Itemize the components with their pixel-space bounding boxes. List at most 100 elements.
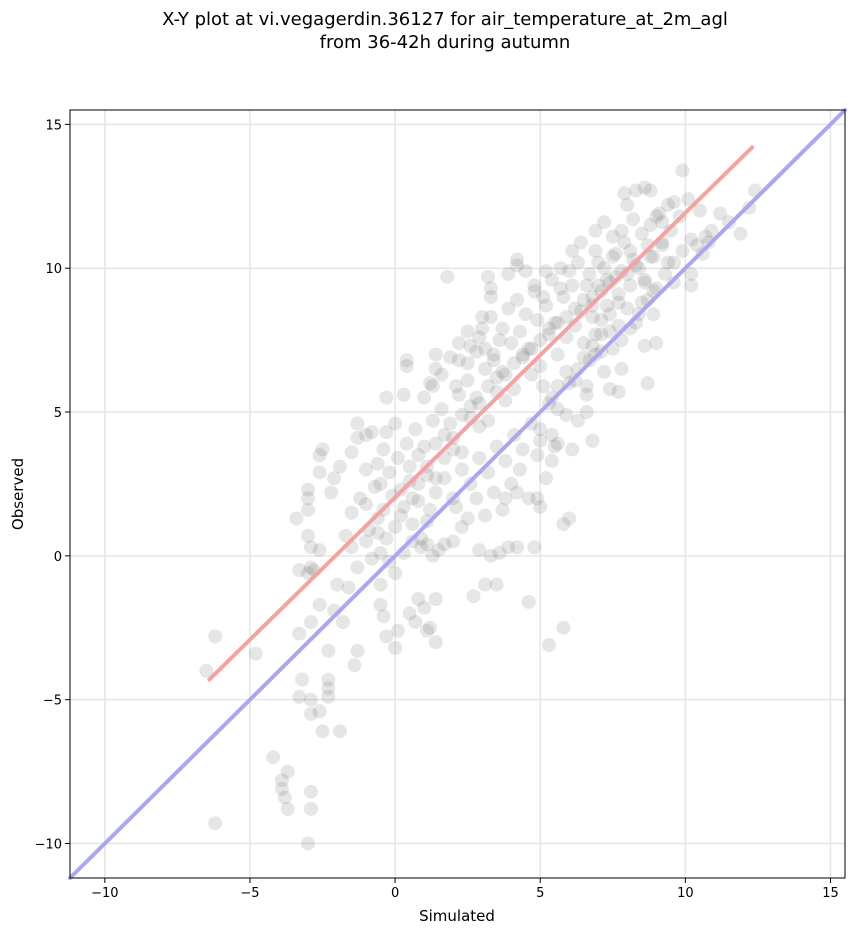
data-point (449, 379, 464, 394)
data-point (501, 540, 516, 555)
data-point (451, 387, 466, 402)
data-point (463, 399, 478, 414)
data-point (478, 577, 493, 592)
data-point (350, 416, 365, 431)
data-point (579, 379, 594, 394)
data-point (675, 163, 690, 178)
data-point (623, 278, 638, 293)
data-point (695, 246, 710, 261)
data-point (684, 278, 699, 293)
y-tick-label: −5 (43, 694, 62, 709)
data-point (489, 370, 504, 385)
data-point (321, 672, 336, 687)
data-point (417, 439, 432, 454)
data-point (454, 407, 469, 422)
data-point (486, 353, 501, 368)
data-point (390, 623, 405, 638)
data-point (631, 261, 646, 276)
data-point (510, 540, 525, 555)
data-point (692, 203, 707, 218)
data-point (498, 453, 513, 468)
data-point (428, 471, 443, 486)
data-point (591, 255, 606, 270)
data-point (527, 278, 542, 293)
data-point (449, 499, 464, 514)
data-point (388, 640, 403, 655)
data-point (559, 364, 574, 379)
data-point (483, 548, 498, 563)
data-point (379, 390, 394, 405)
data-point (472, 396, 487, 411)
data-point (437, 428, 452, 443)
data-point (742, 200, 757, 215)
data-point (597, 215, 612, 230)
data-point (388, 520, 403, 535)
data-point (472, 543, 487, 558)
data-point (637, 275, 652, 290)
data-point (327, 471, 342, 486)
data-point (472, 330, 487, 345)
data-point (611, 287, 626, 302)
data-point (510, 485, 525, 500)
data-point (454, 445, 469, 460)
data-point (524, 341, 539, 356)
data-point (544, 390, 559, 405)
data-point (660, 197, 675, 212)
data-point (617, 235, 632, 250)
data-point (492, 333, 507, 348)
data-point (530, 312, 545, 327)
data-point (533, 433, 548, 448)
data-point (367, 479, 382, 494)
data-point (428, 591, 443, 606)
y-tick-label: 15 (45, 118, 62, 133)
data-point (536, 379, 551, 394)
x-tick-label: 0 (391, 886, 399, 901)
data-point (498, 491, 513, 506)
data-point (303, 784, 318, 799)
data-point (550, 347, 565, 362)
data-point (472, 451, 487, 466)
data-point (614, 361, 629, 376)
data-point (280, 764, 295, 779)
data-point (582, 266, 597, 281)
data-point (646, 307, 661, 322)
data-point (208, 629, 223, 644)
data-point (649, 209, 664, 224)
data-point (495, 502, 510, 517)
x-tick-label: 5 (536, 886, 544, 901)
data-point (515, 350, 530, 365)
data-point (588, 327, 603, 342)
data-point (422, 502, 437, 517)
data-point (312, 448, 327, 463)
data-point (425, 413, 440, 428)
data-point (274, 773, 289, 788)
fit-line (207, 145, 755, 682)
data-point (565, 278, 580, 293)
data-point (434, 367, 449, 382)
data-point (303, 615, 318, 629)
data-point (553, 281, 568, 296)
data-point (698, 229, 713, 244)
data-point (443, 350, 458, 365)
data-point (417, 390, 432, 405)
data-point (524, 367, 539, 382)
data-point (390, 451, 405, 466)
data-point (527, 540, 542, 555)
data-point (562, 264, 577, 279)
data-point (547, 439, 562, 454)
data-point (388, 416, 403, 431)
data-point (515, 347, 530, 362)
grid-lines (70, 110, 845, 878)
data-point (533, 333, 548, 348)
x-tick-label: −5 (240, 886, 259, 901)
data-point (495, 364, 510, 379)
data-point (428, 485, 443, 500)
data-point (544, 428, 559, 443)
data-point (504, 476, 519, 491)
data-point (370, 456, 385, 471)
data-point (480, 379, 495, 394)
data-point (301, 528, 316, 543)
data-point (559, 310, 574, 325)
data-point (483, 281, 498, 296)
data-point (414, 540, 429, 555)
